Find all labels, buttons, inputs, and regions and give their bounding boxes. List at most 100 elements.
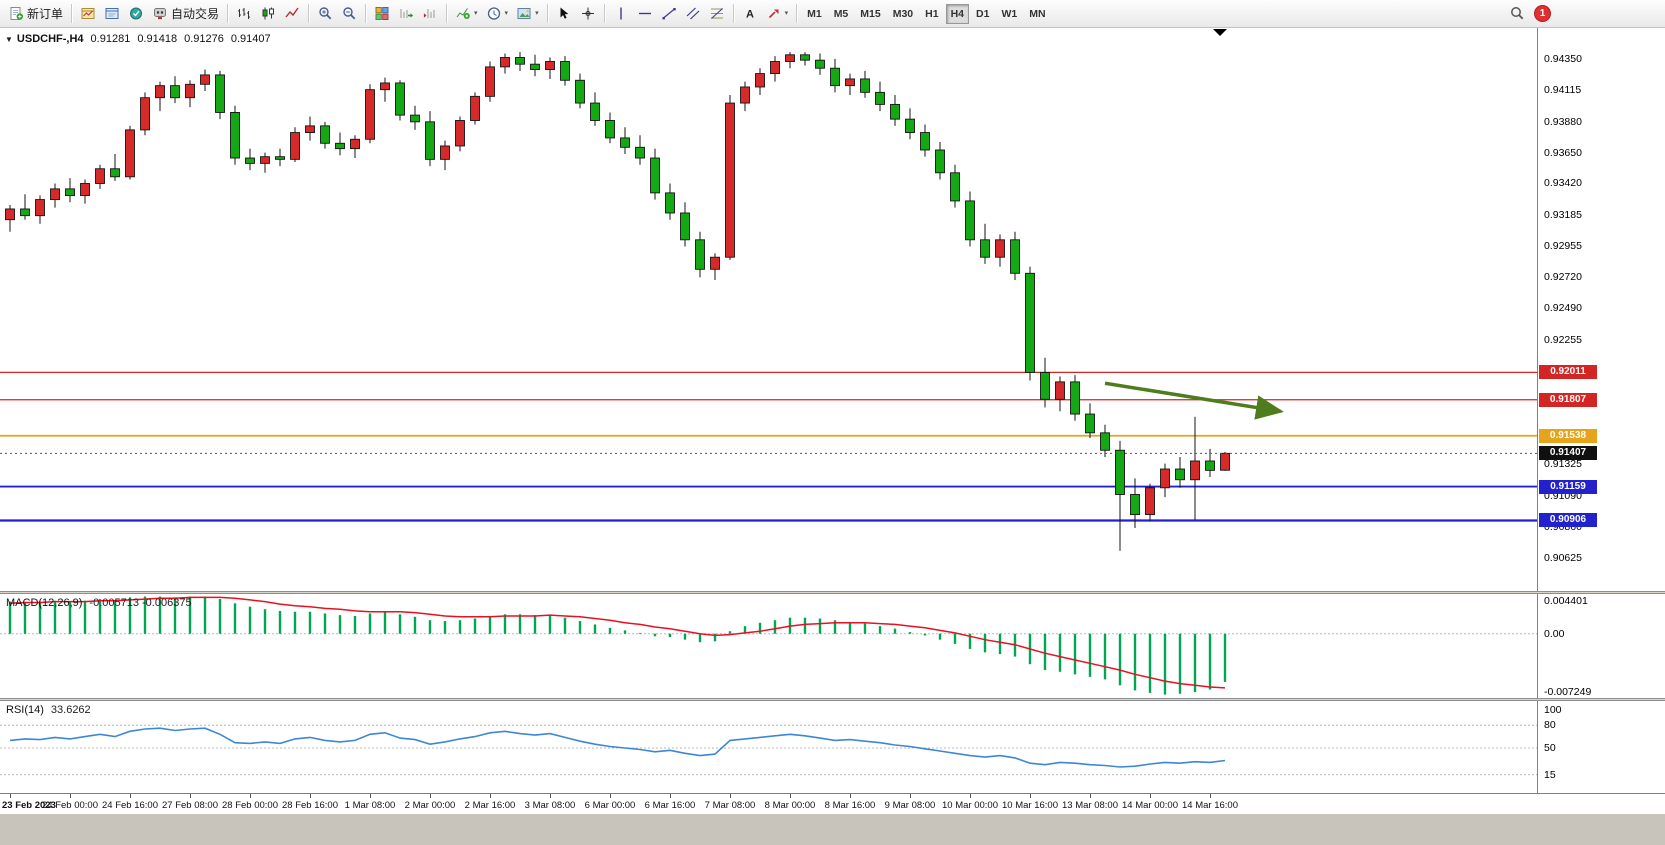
toolbar-separator <box>365 4 367 23</box>
timeframe-m30-button[interactable]: M30 <box>888 4 918 24</box>
auto-scroll-button[interactable] <box>394 3 418 25</box>
timeframe-h4-button[interactable]: H4 <box>945 3 970 24</box>
time-axis-label: 27 Feb 08:00 <box>162 800 218 811</box>
candles-icon <box>260 6 276 21</box>
channel-button[interactable] <box>681 3 705 25</box>
time-tick <box>490 794 491 798</box>
autoscroll-icon <box>398 6 414 21</box>
toolbar-separator <box>308 4 310 23</box>
price-axis[interactable]: 0.94350 0.94115 0.93880 0.93650 0.93420 0.931… <box>1537 28 1665 793</box>
time-axis-label: 3 Mar 08:00 <box>524 800 576 811</box>
timeframe-m5-button[interactable]: M5 <box>829 4 854 24</box>
price-tick-label: 0.91325 <box>1544 458 1582 471</box>
notification-badge[interactable]: 1 <box>1534 5 1551 22</box>
zoom-in-icon <box>317 6 333 21</box>
trendline-button[interactable] <box>657 3 681 25</box>
rsi-axis-label: 15 <box>1544 768 1556 781</box>
macd-panel-canvas[interactable] <box>0 594 1537 698</box>
price-tick-label: 0.92255 <box>1544 333 1582 346</box>
chart-menu-icon[interactable]: ▼ <box>5 35 13 44</box>
toolbar-group-cursor-tools <box>552 3 600 25</box>
panel-separator[interactable] <box>0 591 1665 594</box>
toolbar-separator <box>796 4 798 23</box>
new-order-button[interactable]: 新订单 <box>4 3 67 25</box>
timeframe-m15-button[interactable]: M15 <box>855 4 885 24</box>
toolbar-group-trade: 新订单 <box>4 3 67 25</box>
main-chart-canvas[interactable] <box>0 28 1537 591</box>
candlestick-chart-button[interactable] <box>256 3 280 25</box>
zoom-out-button[interactable] <box>337 3 361 25</box>
time-axis-label: 28 Feb 16:00 <box>282 800 338 811</box>
autotrading-button[interactable]: 自动交易 <box>148 3 223 25</box>
trend-arrow-annotation[interactable] <box>1104 381 1284 420</box>
periods-button[interactable]: ▾ <box>482 3 513 25</box>
time-axis-label: 9 Mar 08:00 <box>884 800 936 811</box>
templates-button[interactable]: ▾ <box>512 3 543 25</box>
price-tick-label: 0.92490 <box>1544 302 1582 315</box>
toolbar-separator <box>732 4 734 23</box>
timeframe-m1-button[interactable]: M1 <box>802 4 827 24</box>
time-axis-label: 10 Mar 00:00 <box>942 800 998 811</box>
tile-windows-button[interactable] <box>370 3 394 25</box>
search-icon[interactable] <box>1509 6 1525 21</box>
time-axis[interactable]: 23 Feb 2023 24 Feb 00:00 24 Feb 16:00 27 Fe… <box>0 793 1665 814</box>
timeframe-mn-button[interactable]: MN <box>1024 4 1050 24</box>
timeframe-w1-button[interactable]: W1 <box>996 4 1022 24</box>
price-badge: 0.91407 <box>1539 446 1597 461</box>
line-chart-button[interactable] <box>280 3 304 25</box>
macd-indicator-label: MACD(12,26,9) -0.005713 -0.006375 <box>6 597 192 609</box>
price-tick-label: 0.92720 <box>1544 271 1582 284</box>
toolbar-group-chart-tools: ▾ ▾ ▾ <box>451 3 543 25</box>
dropdown-caret-icon: ▾ <box>535 10 539 17</box>
time-tick <box>190 794 191 798</box>
toolbar-buttons: 新订单 自动交易 ▾ ▾ ▾ A ▾ M1 M5 M15 M30 H1 H4 D1 W1 MN <box>4 3 1052 25</box>
market-watch-button[interactable] <box>124 3 148 25</box>
time-axis-label: 8 Mar 16:00 <box>824 800 876 811</box>
price-tick-label: 0.90625 <box>1544 552 1582 565</box>
price-badge: 0.90906 <box>1539 513 1597 528</box>
time-axis-label: 28 Feb 00:00 <box>222 800 278 811</box>
horizontal-line-button[interactable] <box>633 3 657 25</box>
rsi-value: 33.6262 <box>50 704 91 716</box>
time-tick <box>370 794 371 798</box>
bar-chart-button[interactable] <box>232 3 256 25</box>
time-tick <box>610 794 611 798</box>
panel-separator[interactable] <box>0 698 1665 701</box>
cursor-button[interactable] <box>552 3 576 25</box>
time-axis-label: 1 Mar 08:00 <box>344 800 396 811</box>
price-badge: 0.91538 <box>1539 428 1597 443</box>
new-order-icon <box>8 6 24 21</box>
chart-shift-button[interactable] <box>418 3 442 25</box>
text-button[interactable]: A <box>738 3 762 25</box>
window-footer <box>0 813 1665 845</box>
time-axis-label: 24 Feb 00:00 <box>42 800 98 811</box>
fibonacci-button[interactable] <box>705 3 729 25</box>
toolbar-separator <box>446 4 448 23</box>
arrows-button[interactable]: ▾ <box>762 3 793 25</box>
time-axis-label: 14 Mar 16:00 <box>1182 800 1238 811</box>
rsi-indicator-label: RSI(14) 33.6262 <box>6 704 91 716</box>
crosshair-button[interactable] <box>576 3 600 25</box>
timeframe-h1-button[interactable]: H1 <box>920 4 943 24</box>
bars-icon <box>236 6 252 21</box>
text-icon: A <box>742 6 758 21</box>
indicators-button[interactable]: ▾ <box>451 3 482 25</box>
toolbar-separator <box>603 4 605 23</box>
rsi-panel-canvas[interactable] <box>0 701 1537 793</box>
time-tick <box>850 794 851 798</box>
profiles-icon <box>104 6 120 21</box>
ohlc-high: 0.91418 <box>137 33 178 45</box>
new-chart-button[interactable] <box>76 3 100 25</box>
price-tick-label: 0.93880 <box>1544 115 1582 128</box>
chart-shift-marker[interactable] <box>1213 29 1227 36</box>
vertical-line-button[interactable] <box>609 3 633 25</box>
profiles-button[interactable] <box>100 3 124 25</box>
autotrading-icon <box>152 6 168 21</box>
time-axis-label: 6 Mar 00:00 <box>584 800 636 811</box>
market-watch-icon <box>128 6 144 21</box>
toolbar: 新订单 自动交易 ▾ ▾ ▾ A ▾ M1 M5 M15 M30 H1 H4 D1 W1 MN 1 <box>0 0 1665 28</box>
rsi-line <box>9 727 1226 768</box>
cursor-icon <box>556 6 572 21</box>
timeframe-d1-button[interactable]: D1 <box>971 4 994 24</box>
zoom-in-button[interactable] <box>313 3 337 25</box>
